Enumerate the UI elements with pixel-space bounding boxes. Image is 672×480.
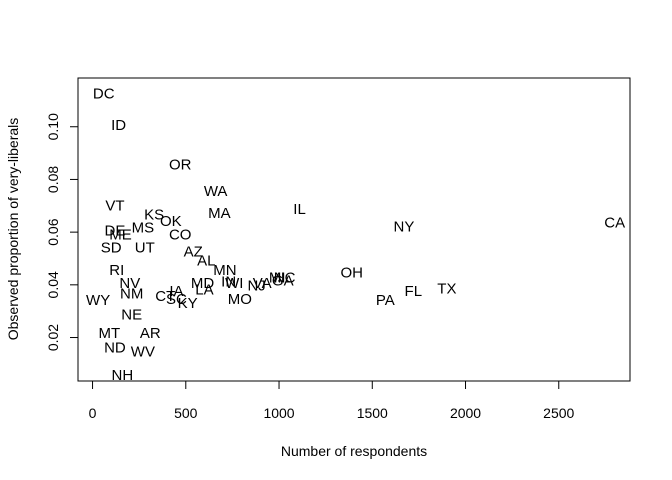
y-tick-label: 0.08	[45, 166, 61, 193]
point-ga: GA	[272, 272, 294, 289]
point-ne: NE	[121, 307, 142, 324]
point-nj: NJ	[247, 278, 265, 295]
point-wv: WV	[131, 344, 155, 361]
point-va: VA	[253, 275, 272, 292]
point-wa: WA	[204, 183, 228, 200]
y-tick-label: 0.10	[45, 113, 61, 140]
x-axis: 0 500 1000 1500 2000 2500	[89, 380, 575, 421]
point-ny: NY	[394, 218, 415, 235]
point-nc: NC	[274, 270, 296, 287]
x-tick-label: 0	[89, 405, 97, 421]
point-ca: CA	[604, 214, 625, 231]
point-ky: KY	[178, 295, 198, 312]
y-tick-label: 0.02	[45, 324, 61, 351]
x-tick-label: 2000	[450, 405, 481, 421]
point-nd: ND	[104, 340, 126, 357]
point-nm: NM	[120, 286, 143, 303]
point-co: CO	[169, 226, 192, 243]
point-id: ID	[111, 117, 126, 134]
point-al: AL	[197, 253, 215, 270]
point-pa: PA	[376, 292, 395, 309]
point-wi: WI	[225, 275, 243, 292]
y-axis-title: Observed proportion of very-liberals	[5, 118, 21, 341]
point-nv: NV	[119, 275, 140, 292]
point-ct: CT	[155, 288, 175, 305]
point-ri: RI	[109, 262, 124, 279]
y-tick-label: 0.04	[45, 271, 61, 298]
point-oh: OH	[341, 264, 364, 281]
point-sd: SD	[101, 239, 122, 256]
x-tick-label: 2500	[543, 405, 574, 421]
point-md: MD	[191, 275, 214, 292]
point-az: AZ	[184, 243, 203, 260]
point-ma: MA	[208, 205, 231, 222]
point-ia: IA	[169, 283, 183, 300]
y-axis: 0.02 0.04 0.06 0.08 0.10	[45, 113, 79, 351]
point-tx: TX	[437, 280, 456, 297]
point-de: DE	[105, 222, 126, 239]
point-la: LA	[195, 282, 213, 299]
x-tick-label: 1000	[263, 405, 294, 421]
point-wy: WY	[86, 292, 110, 309]
point-or: OR	[169, 156, 192, 173]
x-tick-label: 500	[174, 405, 198, 421]
point-sc: SC	[166, 291, 187, 308]
point-mn: MN	[213, 262, 236, 279]
point-ms: MS	[132, 220, 155, 237]
y-tick-label: 0.06	[45, 218, 61, 245]
point-dc: DC	[93, 85, 115, 102]
point-ks: KS	[144, 207, 164, 224]
point-mt: MT	[98, 325, 120, 342]
point-ut: UT	[135, 239, 155, 256]
x-axis-title: Number of respondents	[281, 443, 427, 459]
point-nh: NH	[112, 367, 134, 384]
point-il: IL	[293, 201, 306, 218]
point-in: IN	[221, 274, 236, 291]
point-me: ME	[109, 226, 132, 243]
point-mi: MI	[269, 270, 286, 287]
point-ok: OK	[160, 213, 182, 230]
point-fl: FL	[405, 283, 423, 300]
point-ar: AR	[140, 325, 161, 342]
point-mo: MO	[228, 291, 252, 308]
point-vt: VT	[105, 197, 124, 214]
x-tick-label: 1500	[357, 405, 388, 421]
